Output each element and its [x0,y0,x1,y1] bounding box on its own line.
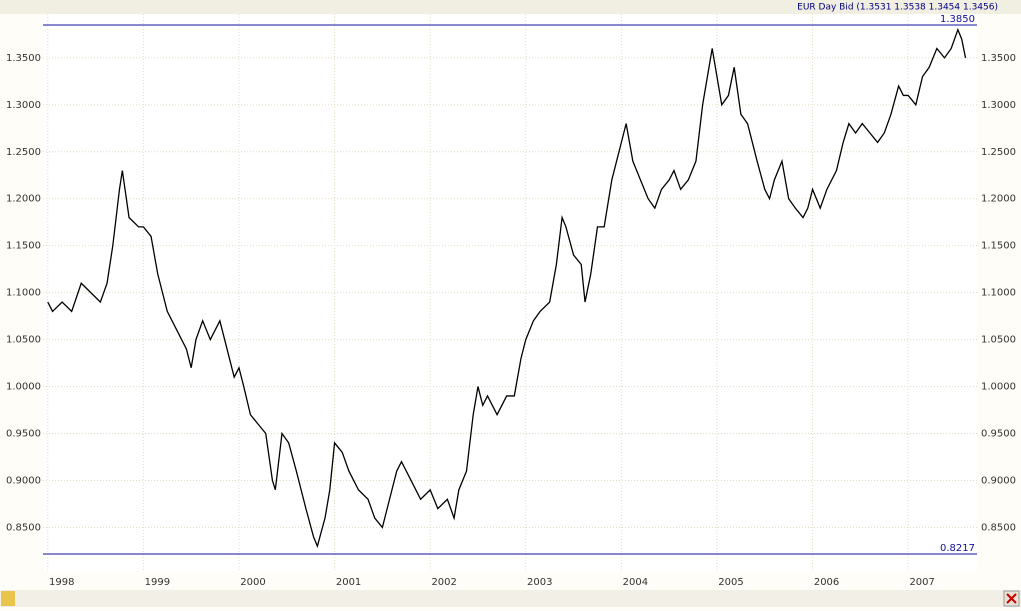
chart-title: EUR Day Bid (1.3531 1.3538 1.3454 1.3456… [797,3,998,13]
close-mark [1006,593,1017,604]
level-label: 0.8217 [940,543,975,554]
top-bar [0,0,1021,14]
y-tick-label-right: 0.9500 [981,429,1016,440]
y-tick-label-right: 0.8500 [981,522,1016,533]
x-tick-label: 1998 [49,577,74,588]
plot-area [43,14,977,571]
level-label: 1.3850 [940,14,975,25]
y-tick-label: 0.9500 [6,429,41,440]
scroll-left-icon[interactable] [1,591,15,606]
y-tick-label-right: 1.1000 [981,288,1016,299]
x-tick-label: 1999 [145,577,170,588]
y-tick-label: 1.1500 [6,241,41,252]
y-tick-label-right: 1.3500 [981,53,1016,64]
y-tick-label-right: 1.2000 [981,194,1016,205]
y-tick-label: 1.1000 [6,288,41,299]
y-tick-label: 0.8500 [6,522,41,533]
y-tick-label: 0.9000 [6,475,41,486]
y-tick-label-right: 0.9000 [981,475,1016,486]
x-tick-label: 2006 [814,577,839,588]
y-tick-label-right: 1.3000 [981,100,1016,111]
y-tick-label-right: 1.2500 [981,147,1016,158]
y-tick-label-right: 1.1500 [981,241,1016,252]
x-tick-label: 2001 [336,577,361,588]
y-tick-label: 1.0000 [6,382,41,393]
y-tick-label: 1.3000 [6,100,41,111]
x-tick-label: 2002 [431,577,456,588]
x-tick-label: 2004 [623,577,648,588]
y-tick-label-right: 1.0000 [981,382,1016,393]
y-tick-label: 1.2000 [6,194,41,205]
x-tick-label: 2005 [718,577,743,588]
x-tick-label: 2000 [240,577,265,588]
scrollbar[interactable] [0,590,1021,607]
y-tick-label: 1.0500 [6,335,41,346]
price-line [47,27,967,549]
y-tick-label: 1.3500 [6,53,41,64]
y-tick-label: 1.2500 [6,147,41,158]
y-tick-label-right: 1.0500 [981,335,1016,346]
x-tick-label: 2007 [909,577,934,588]
x-tick-label: 2003 [527,577,552,588]
